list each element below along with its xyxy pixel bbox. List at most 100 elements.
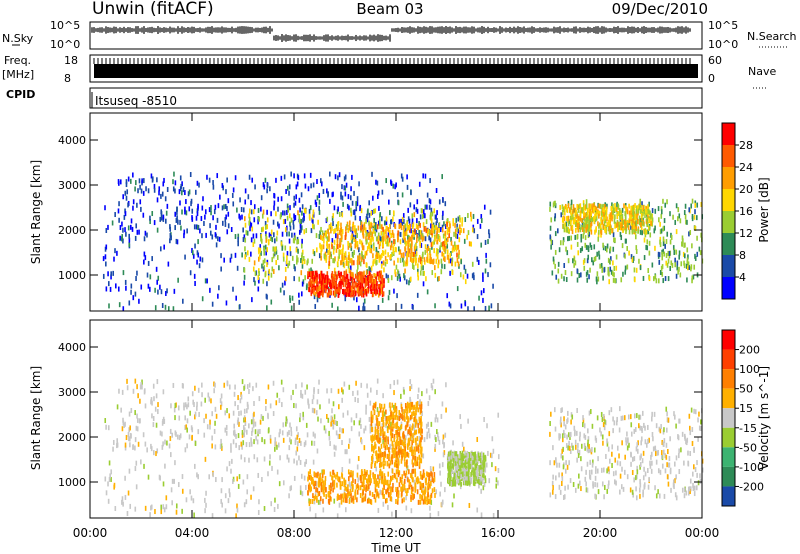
- echo-cell: [254, 429, 257, 435]
- echo-cell: [440, 258, 443, 264]
- echo-cell: [410, 508, 413, 514]
- echo-cell: [381, 423, 384, 429]
- echo-cell: [480, 488, 482, 494]
- echo-cell: [277, 503, 279, 509]
- echo-cell: [340, 387, 343, 393]
- echo-cell: [630, 224, 632, 230]
- echo-cell: [633, 267, 636, 273]
- echo-cell: [665, 252, 668, 258]
- echo-cell: [132, 172, 134, 178]
- echo-cell: [673, 249, 676, 255]
- echo-cell: [316, 277, 318, 283]
- echo-cell: [118, 217, 120, 223]
- echo-cell: [258, 278, 260, 284]
- echo-cell: [374, 231, 377, 237]
- echo-cell: [241, 444, 243, 450]
- echo-cell: [334, 420, 337, 426]
- echo-cell: [328, 263, 330, 269]
- echo-cell: [435, 489, 438, 495]
- echo-cell: [290, 431, 293, 437]
- echo-cell: [345, 292, 348, 298]
- echo-cell: [590, 216, 592, 222]
- echo-cell: [364, 251, 367, 257]
- echo-cell: [182, 383, 184, 389]
- echo-cell: [409, 446, 411, 452]
- echo-cell: [434, 272, 437, 278]
- echo-cell: [441, 227, 444, 233]
- echo-cell: [360, 382, 363, 388]
- echo-cell: [554, 213, 557, 219]
- echo-cell: [590, 244, 593, 250]
- echo-cell: [358, 420, 361, 426]
- echo-cell: [108, 460, 111, 466]
- echo-cell: [412, 222, 415, 228]
- echo-cell: [397, 269, 399, 275]
- echo-cell: [269, 403, 272, 409]
- echo-cell: [289, 251, 292, 257]
- echo-cell: [413, 204, 416, 210]
- echo-cell: [372, 195, 374, 201]
- echo-cell: [293, 216, 296, 222]
- echo-cell: [640, 204, 643, 210]
- echo-cell: [276, 221, 279, 227]
- echo-cell: [238, 445, 241, 451]
- echo-cell: [488, 305, 490, 311]
- echo-cell: [440, 242, 442, 248]
- echo-cell: [290, 171, 292, 177]
- echo-cell: [271, 465, 273, 471]
- echo-cell: [395, 264, 398, 270]
- echo-cell: [310, 282, 313, 288]
- echo-cell: [669, 211, 671, 217]
- echo-cell: [696, 235, 698, 241]
- echo-cell: [612, 213, 614, 219]
- echo-cell: [368, 498, 371, 504]
- echo-cell: [420, 261, 423, 267]
- echo-cell: [359, 271, 361, 277]
- echo-cell: [128, 427, 130, 433]
- echo-cell: [366, 246, 369, 252]
- echo-cell: [456, 223, 458, 229]
- echo-cell: [316, 282, 318, 288]
- echo-cell: [554, 263, 556, 269]
- echo-cell: [246, 474, 249, 480]
- echo-cell: [360, 256, 363, 262]
- echo-cell: [316, 297, 319, 303]
- echo-cell: [423, 270, 425, 276]
- echo-cell: [350, 211, 353, 217]
- echo-cell: [136, 384, 138, 390]
- echo-cell: [332, 249, 335, 255]
- echo-cell: [226, 466, 228, 472]
- echo-cell: [250, 237, 253, 243]
- echo-cell: [288, 437, 291, 443]
- echo-cell: [177, 482, 180, 488]
- echo-cell: [651, 217, 654, 223]
- echo-cell: [404, 261, 407, 267]
- echo-cell: [427, 482, 429, 488]
- echo-cell: [166, 186, 169, 192]
- echo-cell: [349, 482, 351, 488]
- echo-cell: [232, 439, 235, 445]
- echo-cell: [418, 229, 420, 235]
- echo-cell: [294, 215, 297, 221]
- echo-cell: [409, 406, 412, 412]
- echo-cell: [350, 417, 353, 423]
- echo-cell: [401, 483, 404, 489]
- echo-cell: [426, 434, 428, 440]
- echo-cell: [293, 238, 296, 244]
- echo-cell: [620, 225, 623, 231]
- echo-cell: [386, 259, 388, 265]
- echo-cell: [328, 247, 331, 253]
- echo-cell: [110, 271, 112, 277]
- echo-cell: [414, 418, 417, 424]
- echo-cell: [203, 220, 205, 226]
- echo-cell: [252, 233, 255, 239]
- echo-cell: [576, 217, 579, 223]
- echo-cell: [345, 288, 347, 294]
- echo-cell: [331, 475, 334, 481]
- echo-cell: [356, 472, 359, 478]
- echo-cell: [175, 503, 178, 509]
- echo-cell: [277, 206, 279, 212]
- echo-cell: [186, 443, 188, 449]
- echo-cell: [197, 387, 200, 393]
- echo-cell: [415, 251, 418, 257]
